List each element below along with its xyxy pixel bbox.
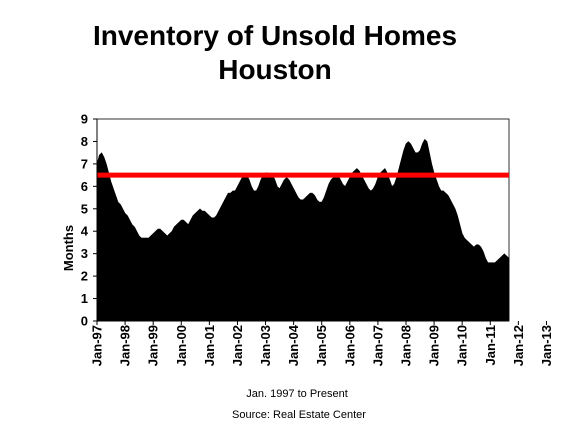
x-tick-label: Jan-97 (90, 325, 105, 366)
y-tick-label: 4 (81, 224, 89, 239)
y-tick-label: 9 (81, 112, 88, 127)
y-tick-label: 6 (81, 179, 88, 194)
x-tick-label: Jan-13 (539, 325, 554, 366)
x-tick-label: Jan-05 (314, 325, 329, 366)
y-axis-title: Months (61, 225, 76, 271)
y-tick-label: 2 (81, 269, 88, 284)
caption-source: Source: Real Estate Center (232, 409, 366, 421)
x-tick-label: Jan-10 (455, 325, 470, 366)
chart-subtitle: Houston (218, 54, 332, 85)
x-tick-label: Jan-12 (511, 325, 526, 366)
y-tick-label: 3 (81, 246, 88, 261)
x-tick-label: Jan-99 (146, 325, 161, 366)
y-tick-label: 5 (81, 201, 88, 216)
x-tick-label: Jan-11 (483, 325, 498, 365)
x-tick-label: Jan-09 (427, 325, 442, 366)
x-tick-label: Jan-98 (118, 325, 133, 366)
y-tick-label: 0 (81, 314, 88, 329)
x-tick-label: Jan-02 (230, 325, 245, 366)
x-tick-label: Jan-03 (258, 325, 273, 366)
inventory-area-series (96, 138, 510, 322)
x-tick-label: Jan-07 (370, 325, 385, 366)
x-tick-label: Jan-04 (286, 324, 301, 366)
x-tick-label: Jan-14 (567, 324, 570, 366)
x-tick-label: Jan-00 (174, 325, 189, 366)
x-tick-label: Jan-01 (202, 325, 217, 366)
caption-date-range: Jan. 1997 to Present (246, 388, 348, 400)
y-tick-label: 7 (81, 156, 88, 171)
chart-title: Inventory of Unsold Homes (92, 20, 458, 51)
x-tick-label: Jan-06 (342, 325, 357, 366)
y-tick-label: 1 (81, 291, 88, 306)
y-tick-label: 8 (81, 134, 88, 149)
x-tick-label: Jan-08 (399, 325, 414, 366)
